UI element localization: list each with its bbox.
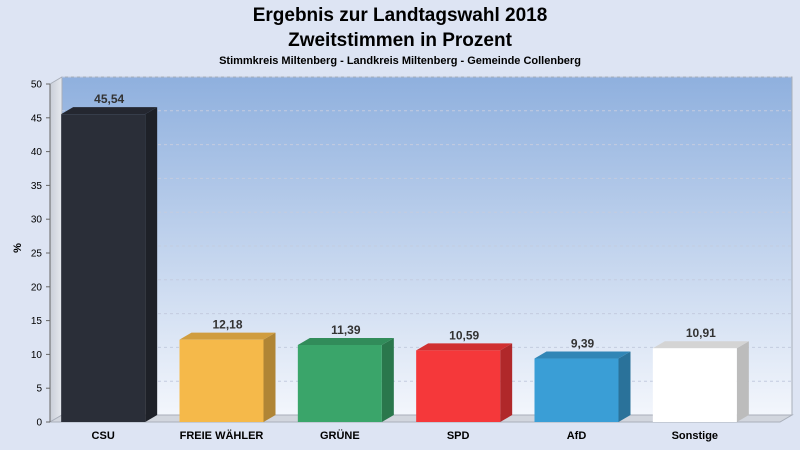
bars <box>61 107 749 422</box>
bar-top <box>652 341 749 349</box>
value-label: 12,18 <box>212 318 242 332</box>
bar-side <box>500 343 513 422</box>
plot-left-wall <box>49 76 63 423</box>
value-label: 45,54 <box>94 92 124 106</box>
bar-csu <box>61 107 158 422</box>
bar-front <box>179 339 264 422</box>
bar-top <box>416 343 513 351</box>
y-tick-label: 15 <box>31 316 43 327</box>
bar-side <box>736 341 749 422</box>
bar-top <box>534 351 631 359</box>
y-tick-label: 20 <box>31 282 43 293</box>
bar-afd <box>534 351 631 422</box>
bar-top <box>297 338 394 346</box>
category-label: AfD <box>567 430 587 442</box>
category-label: Sonstige <box>672 430 718 442</box>
chart-title: Ergebnis zur Landtagswahl 2018 <box>253 5 548 26</box>
value-label: 9,39 <box>571 337 595 351</box>
y-tick-label: 40 <box>31 147 43 158</box>
y-axis-label: % <box>12 243 24 253</box>
bar-side <box>145 107 158 422</box>
bar-front <box>416 350 501 422</box>
bar-front <box>652 348 737 422</box>
bar-spd <box>416 343 513 422</box>
y-tick-label: 30 <box>31 215 43 226</box>
bar-top <box>179 332 276 340</box>
category-label: GRÜNE <box>320 429 360 442</box>
labels: 45,54 CSU 12,18 FREIE WÄHLER 11,39 GRÜNE 10,59… <box>92 92 719 442</box>
value-label: 10,59 <box>449 328 479 342</box>
bar-front <box>534 358 619 422</box>
bar-side <box>263 332 276 422</box>
chart-title-line2: Zweitstimmen in Prozent <box>288 30 512 51</box>
y-tick-label: 45 <box>31 113 43 124</box>
category-label: FREIE WÄHLER <box>180 429 264 442</box>
y-tick-label: 5 <box>36 384 42 395</box>
y-tick-label: 25 <box>31 249 43 260</box>
bar-sonstige <box>652 341 749 422</box>
bar-side <box>618 351 631 422</box>
value-label: 11,39 <box>331 323 361 337</box>
category-label: SPD <box>447 430 470 442</box>
y-tick-label: 0 <box>36 418 42 429</box>
value-label: 10,91 <box>686 326 716 340</box>
category-label: CSU <box>92 430 115 442</box>
bar-side <box>381 338 394 422</box>
bar-front <box>297 345 382 422</box>
bar-top <box>61 107 158 115</box>
chart-subtitle: Stimmkreis Miltenberg - Landkreis Milten… <box>219 55 581 67</box>
y-tick-label: 50 <box>31 80 43 91</box>
bar-front <box>61 114 146 422</box>
y-tick-label: 35 <box>31 181 43 192</box>
bar-gr-ne <box>297 338 394 422</box>
bar-freie-w-hler <box>179 332 276 422</box>
y-tick-label: 10 <box>31 350 43 361</box>
